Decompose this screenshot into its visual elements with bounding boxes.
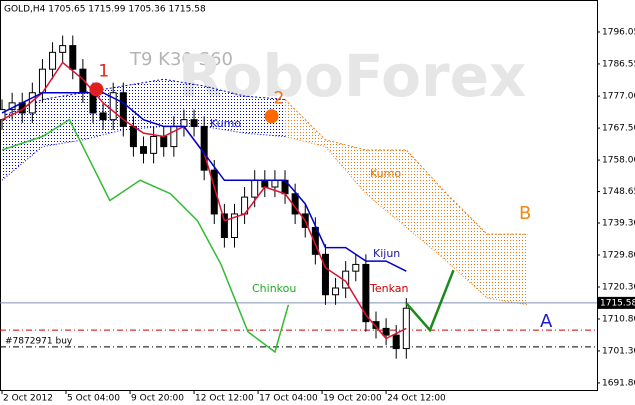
candle-body <box>150 136 158 154</box>
annotation: Kijun <box>373 247 400 260</box>
price-tag-label: 1715.58 <box>600 298 635 308</box>
candle-body <box>321 253 329 296</box>
annotation: A <box>540 311 553 332</box>
candle-body <box>392 334 400 350</box>
candle-body <box>109 92 117 121</box>
marker <box>264 109 279 124</box>
marker-label: 2 <box>274 88 285 108</box>
candle-body <box>261 179 269 188</box>
x-tick-label: 19 Oct 20:00 <box>323 394 382 404</box>
y-tick-label: 1729.80 <box>602 251 635 261</box>
y-tick-label: 1748.65 <box>602 187 635 197</box>
y-tick-label: 1720.30 <box>602 282 635 292</box>
candle-body <box>99 112 107 121</box>
annotation: Tenkan <box>369 282 409 295</box>
candle-body <box>180 119 188 127</box>
indicator-line <box>1 118 290 354</box>
candle-body <box>170 125 178 148</box>
x-tick-label: 24 Oct 12:00 <box>387 394 446 404</box>
kumo-cloud <box>285 99 528 305</box>
marker <box>89 82 104 97</box>
y-tick-label: 1691.80 <box>602 378 635 388</box>
y-tick-label: 1777.00 <box>602 92 635 102</box>
x-tick-label: 17 Oct 04:00 <box>259 394 318 404</box>
y-tick-label: 1701.30 <box>602 346 635 356</box>
candle-body <box>362 263 370 323</box>
forecast-line <box>405 269 455 333</box>
chart-title: GOLD,H4 1705.65 1715.99 1705.36 1715.58 <box>4 5 206 15</box>
kumo-cloud <box>2 79 286 181</box>
candle-body <box>210 169 218 215</box>
candle-body <box>200 125 208 171</box>
order-label: #7872971 buy <box>5 336 73 346</box>
x-tick-label: 12 Oct 12:00 <box>195 394 254 404</box>
y-tick-label: 1786.55 <box>602 59 635 69</box>
y-tick-label: 1767.50 <box>602 124 635 134</box>
kumo-span-b <box>284 136 528 306</box>
y-tick-label: 1758.00 <box>602 156 635 166</box>
indicator-line <box>1 91 407 272</box>
y-tick-label: 1739.30 <box>602 219 635 229</box>
candle-body <box>251 179 259 198</box>
annotation: B <box>519 203 531 224</box>
candle-body <box>382 327 390 336</box>
candle-body <box>140 146 148 154</box>
candle-body <box>372 321 380 329</box>
marker-label: 1 <box>98 61 109 81</box>
x-tick-label: 5 Oct 04:00 <box>67 394 120 404</box>
candle-body <box>271 179 279 188</box>
candle-body <box>220 213 228 239</box>
candle-body <box>190 119 198 127</box>
candle-body <box>49 51 57 70</box>
candle-body <box>69 45 77 70</box>
candle-body <box>119 92 127 127</box>
x-tick-label: 2 Oct 2012 <box>3 394 53 404</box>
y-tick-label: 1710.80 <box>602 314 635 324</box>
price-tag <box>597 296 635 309</box>
x-tick-label: 9 Oct 20:00 <box>131 394 184 404</box>
candle-body <box>59 45 67 53</box>
annotation: T9 K30 S60 <box>129 49 233 70</box>
annotation: Chinkou <box>252 282 296 295</box>
y-tick-label: 1796.05 <box>602 27 635 37</box>
candle-body <box>230 213 238 239</box>
candle-body <box>352 263 360 272</box>
candle-body <box>332 287 340 296</box>
kumo-span-a <box>284 99 528 235</box>
candle-body <box>160 136 168 148</box>
candle-body <box>129 125 137 148</box>
